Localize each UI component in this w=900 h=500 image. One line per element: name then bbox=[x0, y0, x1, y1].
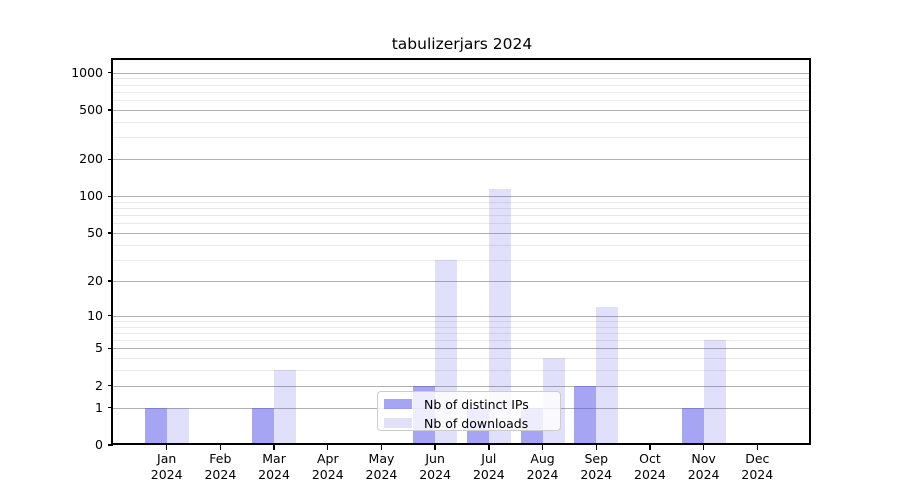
gridline-minor bbox=[113, 215, 811, 217]
gridline-minor bbox=[113, 320, 811, 322]
x-tick bbox=[702, 445, 705, 450]
legend-swatch-distinct-ips-icon bbox=[384, 399, 412, 409]
y-tick bbox=[108, 444, 113, 446]
x-tick bbox=[219, 445, 222, 450]
x-tick-label: Jun 2024 bbox=[419, 451, 452, 482]
gridline-major bbox=[113, 110, 811, 111]
bar-downloads-jul bbox=[488, 189, 511, 445]
gridline-major bbox=[113, 280, 811, 282]
gridline-minor bbox=[113, 201, 811, 203]
x-tick bbox=[327, 445, 329, 450]
legend-label-distinct-ips: Nb of distinct IPs bbox=[424, 396, 529, 412]
bar-distinct-ips-jan bbox=[144, 407, 167, 445]
bar-distinct-ips-mar bbox=[252, 407, 275, 445]
legend-item-downloads: Nb of downloads bbox=[384, 415, 560, 431]
gridline-minor bbox=[113, 244, 811, 246]
x-tick bbox=[380, 445, 383, 450]
y-tick bbox=[108, 72, 113, 74]
gridline-major bbox=[113, 348, 811, 350]
y-tick bbox=[108, 232, 113, 234]
y-tick-label: 5 bbox=[95, 340, 103, 356]
y-tick-label: 20 bbox=[87, 272, 103, 288]
legend-swatch-downloads-icon bbox=[384, 418, 412, 428]
y-tick bbox=[108, 406, 113, 409]
x-tick-label: Jan 2024 bbox=[150, 451, 183, 482]
gridline-major bbox=[113, 196, 811, 198]
y-tick bbox=[108, 195, 113, 197]
gridline-minor bbox=[113, 208, 811, 210]
x-tick-label: Apr 2024 bbox=[311, 451, 344, 482]
gridline-minor bbox=[113, 78, 811, 80]
bar-distinct-ips-sep bbox=[574, 385, 597, 445]
y-tick bbox=[108, 158, 113, 160]
legend-label-downloads: Nb of downloads bbox=[424, 415, 529, 431]
x-tick bbox=[649, 445, 651, 450]
gridline-minor bbox=[113, 370, 811, 372]
gridline-major bbox=[113, 233, 811, 235]
gridline-minor bbox=[113, 137, 811, 139]
bar-downloads-sep bbox=[596, 306, 619, 445]
gridline-major bbox=[113, 159, 811, 161]
chart-title: tabulizerjars 2024 bbox=[391, 35, 533, 53]
gridline-minor bbox=[113, 223, 811, 225]
gridline-major bbox=[113, 385, 811, 387]
x-tick-label: Nov 2024 bbox=[687, 451, 720, 482]
gridline-minor bbox=[113, 358, 811, 360]
y-tick-label: 1 bbox=[95, 399, 103, 415]
y-tick-label: 100 bbox=[79, 188, 103, 204]
x-tick bbox=[165, 445, 168, 450]
gridline-minor bbox=[113, 326, 811, 328]
x-tick bbox=[434, 445, 436, 450]
gridline-minor bbox=[113, 84, 811, 86]
gridline-minor bbox=[113, 100, 811, 102]
legend-item-distinct-ips: Nb of distinct IPs bbox=[384, 396, 560, 412]
x-tick-label: Oct 2024 bbox=[634, 451, 666, 482]
legend: Nb of distinct IPs Nb of downloads bbox=[377, 391, 561, 431]
y-tick-label: 10 bbox=[87, 307, 103, 323]
gridline-major bbox=[113, 72, 811, 74]
y-tick bbox=[108, 347, 113, 350]
y-tick bbox=[108, 315, 113, 317]
x-tick-label: Feb 2024 bbox=[204, 451, 237, 482]
y-tick bbox=[108, 385, 113, 387]
y-tick-label: 0 bbox=[95, 437, 103, 452]
x-tick-label: May 2024 bbox=[365, 451, 398, 482]
bar-downloads-jan bbox=[166, 407, 189, 445]
y-tick-label: 1000 bbox=[71, 64, 103, 80]
x-tick-label: Jul 2024 bbox=[472, 451, 505, 482]
bar-downloads-mar bbox=[274, 370, 297, 445]
gridline-minor bbox=[113, 91, 811, 93]
plot-area: Nb of distinct IPs Nb of downloads bbox=[113, 60, 811, 445]
gridline-minor bbox=[113, 332, 811, 334]
x-tick bbox=[273, 445, 275, 450]
y-tick bbox=[108, 280, 113, 282]
bar-downloads-nov bbox=[703, 340, 726, 445]
bar-distinct-ips-nov bbox=[681, 407, 704, 445]
y-tick-label: 500 bbox=[79, 102, 103, 117]
y-tick-label: 2 bbox=[95, 377, 103, 393]
x-tick bbox=[756, 445, 758, 450]
gridline-minor bbox=[113, 122, 811, 123]
x-tick-label: Dec 2024 bbox=[741, 451, 774, 482]
x-tick bbox=[595, 445, 597, 450]
gridline-major bbox=[113, 315, 811, 317]
x-tick-label: Mar 2024 bbox=[258, 451, 290, 482]
y-tick-label: 50 bbox=[87, 225, 103, 241]
y-tick-label: 200 bbox=[79, 151, 103, 167]
y-tick bbox=[108, 109, 113, 111]
x-tick-label: Aug 2024 bbox=[526, 451, 559, 482]
x-tick bbox=[541, 445, 544, 450]
x-tick-label: Sep 2024 bbox=[580, 451, 613, 482]
x-tick bbox=[488, 445, 490, 450]
gridline-minor bbox=[113, 340, 811, 342]
gridline-minor bbox=[113, 259, 811, 261]
